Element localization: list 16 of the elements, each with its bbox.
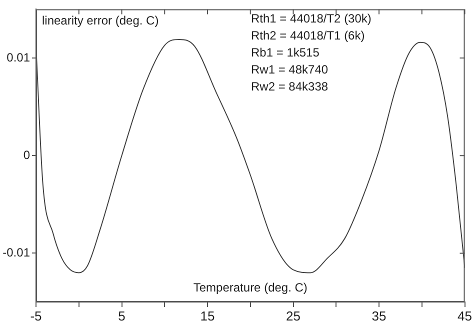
y-tick-label: -0.01: [2, 246, 30, 260]
y-tick-label: 0.01: [6, 50, 30, 64]
annotation: Rth2 = 44018/T1 (6k): [251, 28, 365, 43]
y-axis-title: linearity error (deg. C): [42, 14, 159, 28]
x-tick-label: 45: [458, 308, 472, 324]
x-tick-label: 25: [286, 308, 300, 324]
x-tick-label: 15: [200, 308, 215, 324]
x-tick-label: -5: [30, 308, 42, 324]
x-tick-label: 5: [118, 308, 126, 324]
annotation: Rw2 = 84k338: [251, 80, 328, 94]
annotation: Rth1 = 44018/T2 (30k): [251, 12, 372, 26]
annotation: Rw1 = 48k740: [251, 62, 328, 77]
x-axis-title: Temperature (deg. C): [193, 280, 308, 294]
annotation: Rb1 = 1k515: [251, 46, 320, 60]
y-tick-label: 0: [23, 148, 30, 162]
x-tick-label: 35: [372, 308, 386, 324]
